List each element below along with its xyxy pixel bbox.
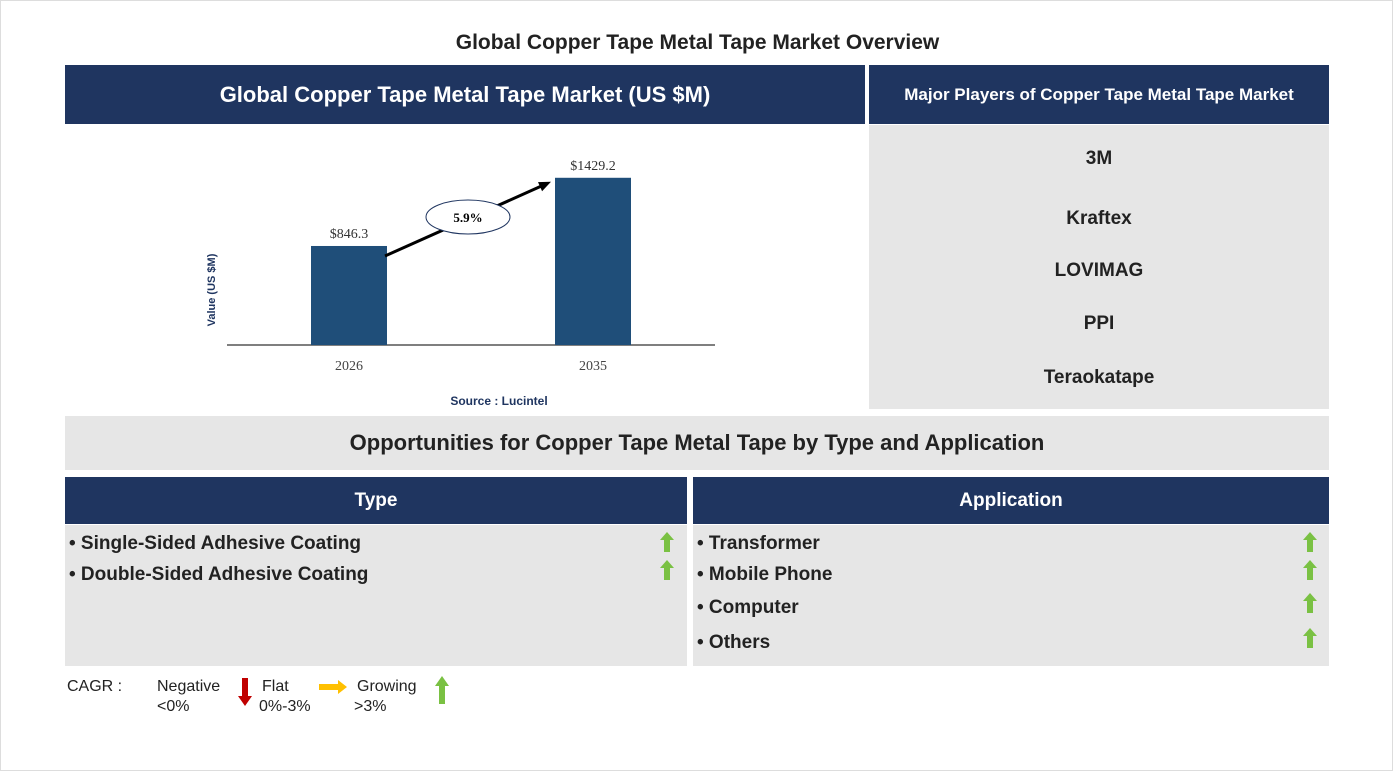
legend-flat-range: 0%-3% — [259, 698, 311, 715]
opportunities-header: Opportunities for Copper Tape Metal Tape… — [65, 416, 1329, 470]
type-item: • Single-Sided Adhesive Coating — [69, 533, 362, 554]
growing-arrow-icon — [660, 560, 674, 580]
data-label: $1429.2 — [570, 159, 616, 174]
bar-2035 — [555, 177, 631, 345]
application-item: • Mobile Phone — [697, 564, 833, 585]
type-header: Type — [65, 477, 687, 524]
player-item: Kraftex — [1066, 208, 1132, 229]
type-item: • Double-Sided Adhesive Coating — [69, 564, 369, 585]
flat-arrow-icon — [319, 680, 347, 694]
application-header: Application — [693, 477, 1329, 524]
player-item: 3M — [1085, 148, 1113, 169]
type-panel — [65, 525, 687, 666]
players-header: Major Players of Copper Tape Metal Tape … — [869, 65, 1329, 124]
growing-arrow-icon — [1303, 628, 1317, 648]
source-label: Source : Lucintel — [450, 394, 547, 408]
x-tick-label: 2026 — [335, 359, 363, 374]
application-item: • Transformer — [697, 533, 820, 554]
growing-arrow-icon — [1303, 560, 1317, 580]
players-panel — [869, 125, 1329, 409]
legend-negative: Negative — [157, 678, 221, 695]
data-label: $846.3 — [330, 227, 369, 242]
legend-growing-range: >3% — [354, 698, 387, 715]
chart-header: Global Copper Tape Metal Tape Market (US… — [65, 65, 865, 124]
page-title: Global Copper Tape Metal Tape Market Ove… — [455, 31, 940, 54]
cagr-label: 5.9% — [453, 210, 482, 225]
negative-arrow-icon — [238, 678, 252, 706]
legend-cagr-label: CAGR : — [67, 678, 123, 695]
growing-arrow-icon — [660, 532, 674, 552]
player-item: LOVIMAG — [1054, 260, 1144, 281]
application-item: • Computer — [697, 597, 799, 618]
legend-negative-range: <0% — [157, 698, 190, 715]
player-item: PPI — [1083, 313, 1115, 334]
y-axis-label: Value (US $M) — [206, 253, 218, 326]
growing-arrow-icon — [435, 676, 449, 704]
growing-arrow-icon — [1303, 593, 1317, 613]
player-item: Teraokatape — [1043, 367, 1155, 388]
legend-flat: Flat — [262, 678, 289, 695]
cagr-arrowhead — [538, 181, 551, 192]
application-panel — [693, 525, 1329, 666]
x-tick-label: 2035 — [579, 359, 607, 374]
growing-arrow-icon — [1303, 532, 1317, 552]
legend-growing: Growing — [357, 678, 417, 695]
bar-chart: Value (US $M) $846.3 2026 $1429.2 2035 5.9%… — [206, 159, 715, 408]
bar-2026 — [311, 245, 387, 345]
cagr-ellipse — [425, 199, 511, 235]
application-item: • Others — [697, 632, 771, 653]
